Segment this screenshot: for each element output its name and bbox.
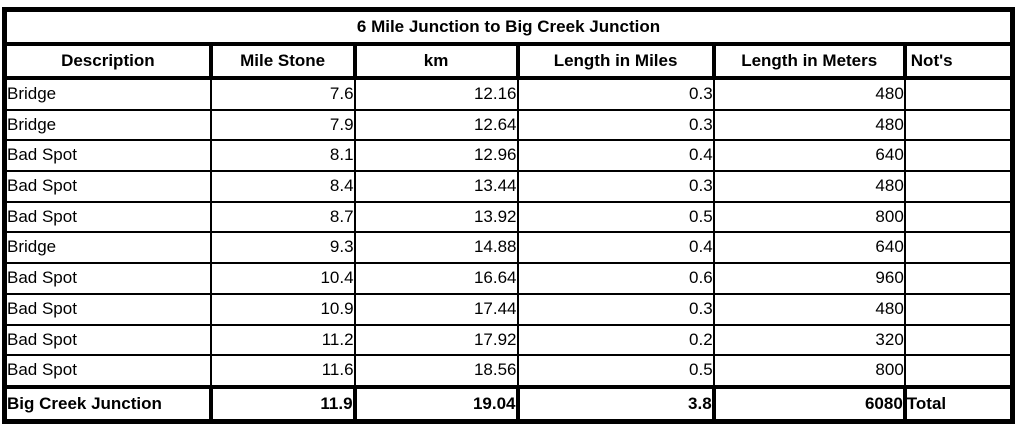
- cell-km: 13.92: [353, 200, 519, 234]
- cell-km: 17.92: [353, 323, 519, 357]
- column-header-length-in-miles: Length in Miles: [515, 42, 716, 80]
- cell-description: Bad Spot: [3, 323, 212, 357]
- cell-mile-stone: 8.7: [209, 200, 356, 234]
- cell-km: 18.56: [353, 354, 519, 388]
- cell-mile-stone: 11.2: [209, 323, 356, 357]
- cell-mile-stone: 8.4: [209, 170, 356, 203]
- cell-nots: [903, 231, 1014, 265]
- cell-description: Bridge: [3, 108, 212, 142]
- table-total-row: Big Creek Junction 11.9 19.04 3.8 6080 T…: [2, 384, 1015, 424]
- cell-length-miles: 0.3: [516, 77, 715, 111]
- total-km: 19.04: [352, 384, 520, 424]
- cell-nots: [903, 323, 1014, 357]
- cell-description: Bridge: [3, 77, 212, 111]
- column-header-length-in-meters: Length in Meters: [711, 42, 907, 80]
- cell-length-meters: 960: [712, 262, 906, 295]
- cell-mile-stone: 7.6: [209, 77, 356, 111]
- cell-nots: [903, 292, 1014, 326]
- cell-length-meters: 480: [712, 77, 906, 111]
- cell-nots: [903, 262, 1014, 295]
- cell-km: 17.44: [353, 292, 519, 326]
- table-row: Bad Spot 11.6 18.56 0.5 800: [3, 354, 1014, 388]
- total-label: Total: [902, 384, 1015, 424]
- cell-length-meters: 480: [712, 108, 906, 142]
- total-mile-stone: 11.9: [208, 384, 357, 424]
- cell-length-meters: 640: [712, 139, 906, 173]
- cell-mile-stone: 7.9: [209, 108, 356, 142]
- table-row: Bad Spot 8.1 12.96 0.4 640: [3, 139, 1014, 173]
- cell-nots: [903, 108, 1014, 142]
- cell-description: Bad Spot: [3, 292, 212, 326]
- cell-km: 12.96: [353, 139, 519, 173]
- cell-description: Bad Spot: [3, 170, 212, 203]
- junction-distance-table: 6 Mile Junction to Big Creek Junction De…: [2, 7, 1015, 424]
- cell-km: 13.44: [353, 170, 519, 203]
- cell-nots: [903, 200, 1014, 234]
- cell-mile-stone: 10.9: [209, 292, 356, 326]
- cell-length-miles: 0.5: [516, 200, 715, 234]
- cell-length-meters: 480: [712, 170, 906, 203]
- table-row: Bridge 9.3 14.88 0.4 640: [3, 231, 1014, 265]
- cell-km: 16.64: [353, 262, 519, 295]
- cell-length-miles: 0.4: [516, 139, 715, 173]
- cell-length-meters: 800: [712, 354, 906, 388]
- cell-length-miles: 0.5: [516, 354, 715, 388]
- column-header-mile-stone: Mile Stone: [208, 42, 357, 80]
- table-row: Bad Spot 8.4 13.44 0.3 480: [3, 170, 1014, 203]
- column-header-km: km: [352, 42, 520, 80]
- cell-mile-stone: 10.4: [209, 262, 356, 295]
- table-row: Bad Spot 8.7 13.92 0.5 800: [3, 200, 1014, 234]
- cell-description: Bridge: [3, 231, 212, 265]
- cell-mile-stone: 9.3: [209, 231, 356, 265]
- cell-km: 12.64: [353, 108, 519, 142]
- table-title: 6 Mile Junction to Big Creek Junction: [4, 9, 1013, 46]
- cell-nots: [903, 77, 1014, 111]
- table-row: Bad Spot 10.4 16.64 0.6 960: [3, 262, 1014, 295]
- table-row: Bad Spot 11.2 17.92 0.2 320: [3, 323, 1014, 357]
- cell-nots: [903, 354, 1014, 388]
- cell-length-meters: 800: [712, 200, 906, 234]
- cell-mile-stone: 11.6: [209, 354, 356, 388]
- cell-description: Bad Spot: [3, 354, 212, 388]
- table-container: 6 Mile Junction to Big Creek Junction De…: [2, 7, 1015, 424]
- cell-length-meters: 640: [712, 231, 906, 265]
- total-length-meters: 6080: [711, 384, 907, 424]
- total-description: Big Creek Junction: [2, 384, 213, 424]
- table-row: Bad Spot 10.9 17.44 0.3 480: [3, 292, 1014, 326]
- cell-length-meters: 320: [712, 323, 906, 357]
- cell-description: Bad Spot: [3, 200, 212, 234]
- cell-length-miles: 0.4: [516, 231, 715, 265]
- table-header-row: Description Mile Stone km Length in Mile…: [2, 42, 1015, 80]
- cell-length-miles: 0.3: [516, 292, 715, 326]
- table-title-row: 6 Mile Junction to Big Creek Junction: [4, 9, 1013, 46]
- cell-km: 12.16: [353, 77, 519, 111]
- cell-nots: [903, 170, 1014, 203]
- column-header-description: Description: [2, 42, 213, 80]
- cell-length-miles: 0.2: [516, 323, 715, 357]
- cell-km: 14.88: [353, 231, 519, 265]
- cell-length-miles: 0.3: [516, 108, 715, 142]
- cell-mile-stone: 8.1: [209, 139, 356, 173]
- cell-length-miles: 0.6: [516, 262, 715, 295]
- column-header-nots: Not's: [902, 42, 1015, 80]
- cell-nots: [903, 139, 1014, 173]
- cell-description: Bad Spot: [3, 139, 212, 173]
- total-length-miles: 3.8: [515, 384, 716, 424]
- cell-description: Bad Spot: [3, 262, 212, 295]
- cell-length-meters: 480: [712, 292, 906, 326]
- table-row: Bridge 7.9 12.64 0.3 480: [3, 108, 1014, 142]
- cell-length-miles: 0.3: [516, 170, 715, 203]
- table-row: Bridge 7.6 12.16 0.3 480: [3, 77, 1014, 111]
